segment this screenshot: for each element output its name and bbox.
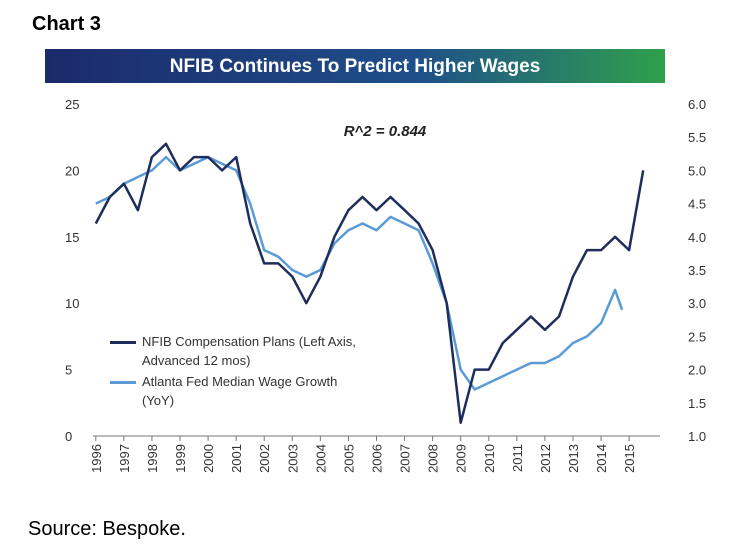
y2-tick-label: 3.0: [688, 296, 706, 311]
x-tick-label: 2008: [426, 444, 441, 473]
x-tick-label: 2009: [454, 444, 469, 473]
x-tick-label: 1997: [117, 444, 132, 473]
legend: NFIB Compensation Plans (Left Axis, Adva…: [110, 332, 370, 412]
y-tick-label: 20: [65, 163, 79, 178]
legend-entry: Atlanta Fed Median Wage Growth (YoY): [110, 372, 370, 410]
x-tick-label: 2001: [229, 444, 244, 473]
series-line: [94, 142, 645, 424]
x-tick-label: 1998: [145, 444, 160, 473]
y-tick-label: 15: [65, 230, 79, 245]
legend-label: Atlanta Fed Median Wage Growth (YoY): [142, 374, 338, 408]
legend-label: NFIB Compensation Plans (Left Axis, Adva…: [142, 334, 356, 368]
header: Chart 3: [32, 13, 101, 35]
y2-tick-label: 1.0: [688, 429, 706, 444]
y2-tick-label: 5.0: [688, 163, 706, 178]
x-tick-label: 2013: [566, 444, 581, 473]
title-banner: [45, 49, 665, 83]
y2-tick-label: 2.0: [688, 363, 706, 378]
x-tick-label: 1996: [89, 444, 104, 473]
x-tick-label: 2000: [201, 444, 216, 473]
x-tick-label: 1999: [173, 444, 188, 473]
x-tick-label: 2011: [510, 444, 525, 472]
x-tick-label: 2010: [482, 444, 497, 473]
y2-tick-label: 2.5: [688, 329, 706, 344]
y-tick-label: 5: [65, 363, 72, 378]
x-tick-label: 2014: [594, 444, 609, 473]
x-tick-label: 2005: [341, 444, 356, 473]
annotation: R^2 = 0.844: [344, 123, 427, 140]
x-tick-label: 2004: [313, 444, 328, 473]
x-tick-label: 2015: [622, 444, 637, 473]
x-tick-label: 2007: [398, 444, 413, 473]
y2-tick-label: 3.5: [688, 263, 706, 278]
y2-tick-label: 6.0: [688, 97, 706, 112]
y-tick-label: 0: [65, 429, 72, 444]
legend-entry: NFIB Compensation Plans (Left Axis, Adva…: [110, 332, 370, 370]
source: Source: Bespoke.: [28, 518, 186, 540]
x-tick-label: 2003: [285, 444, 300, 473]
y-tick-label: 25: [65, 97, 79, 112]
y-tick-label: 10: [65, 296, 79, 311]
chart-title: NFIB Continues To Predict Higher Wages: [170, 56, 541, 77]
legend-swatch: [110, 341, 136, 344]
y2-tick-label: 5.5: [688, 130, 706, 145]
x-tick-label: 2012: [538, 444, 553, 473]
y2-tick-label: 4.5: [688, 197, 706, 212]
y2-tick-label: 4.0: [688, 230, 706, 245]
legend-swatch: [110, 381, 136, 384]
y2-tick-label: 1.5: [688, 396, 706, 411]
series-line: [95, 155, 624, 391]
x-tick-label: 2006: [370, 444, 385, 473]
x-tick-label: 2002: [257, 444, 272, 473]
